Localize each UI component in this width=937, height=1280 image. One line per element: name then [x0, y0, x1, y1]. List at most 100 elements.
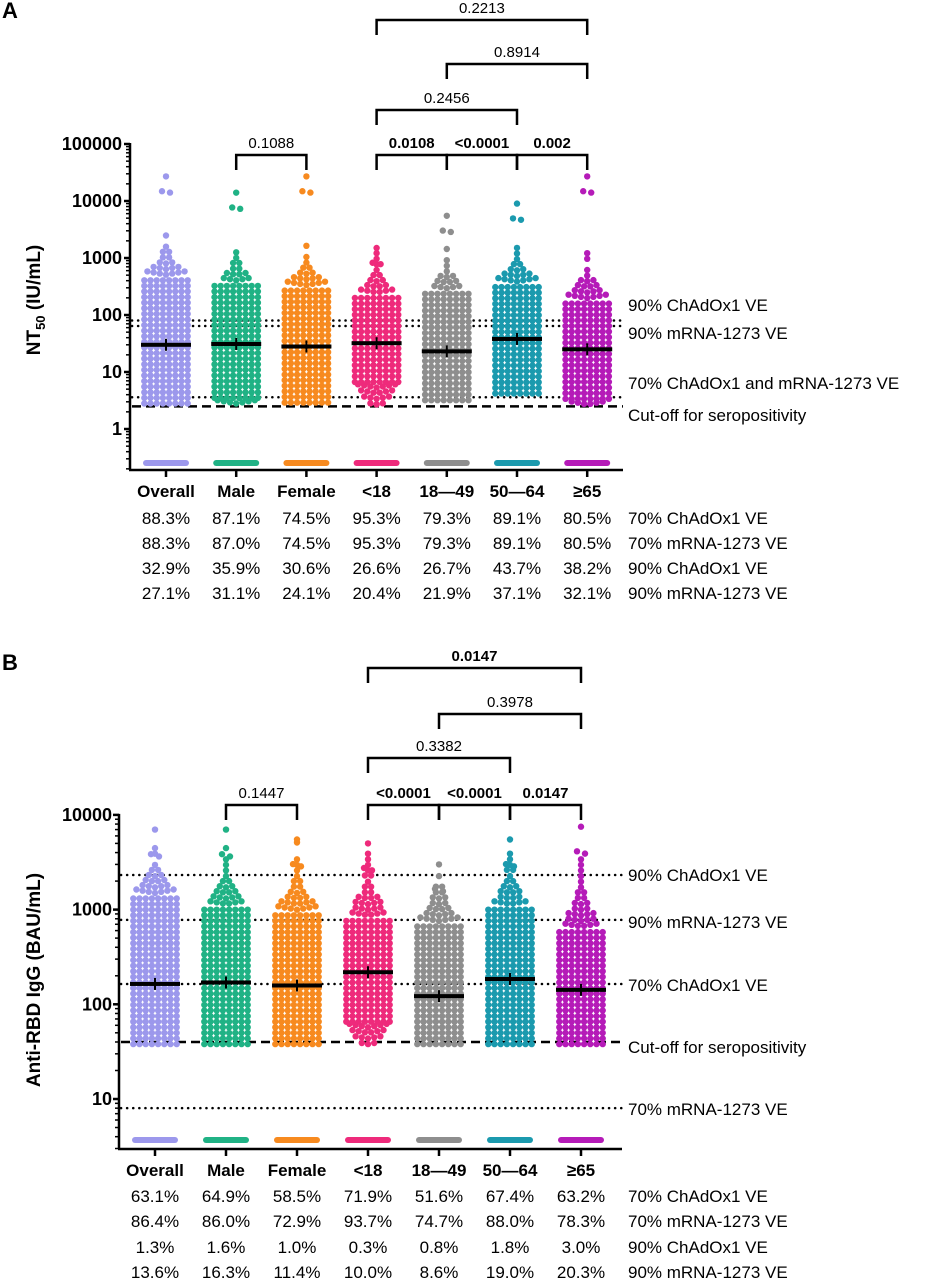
data-point [147, 349, 154, 357]
data-point [382, 388, 390, 395]
data-point [211, 316, 218, 323]
data-point [287, 377, 295, 384]
data-point [248, 366, 255, 374]
data-point [421, 318, 429, 325]
data-point [141, 316, 148, 323]
data-point [130, 1007, 137, 1014]
data-point [577, 917, 585, 925]
data-point [421, 324, 429, 331]
data-point [414, 984, 421, 992]
data-point [207, 956, 214, 964]
data-point [451, 973, 458, 981]
data-point [452, 290, 460, 297]
data-point [457, 1035, 464, 1042]
table-cell: 93.7% [344, 1212, 392, 1231]
data-point [213, 1001, 220, 1009]
data-point [504, 351, 511, 358]
data-point [522, 962, 529, 969]
data-point [217, 310, 224, 318]
data-point [238, 923, 245, 930]
data-point [432, 1018, 440, 1025]
data-point [306, 399, 313, 406]
data-point [225, 928, 233, 936]
data-point [217, 394, 224, 402]
data-point [452, 369, 460, 376]
data-point [167, 1012, 174, 1020]
median-line [492, 336, 542, 341]
data-point [207, 1007, 214, 1014]
data-point [287, 321, 295, 328]
data-point [529, 323, 536, 330]
y-axis-label-main: NT [24, 330, 45, 356]
data-point [287, 309, 295, 317]
data-point [148, 996, 156, 1003]
data-point [242, 383, 249, 390]
data-point [434, 369, 441, 376]
data-point [142, 917, 149, 925]
data-point [556, 968, 563, 975]
data-point [278, 940, 285, 947]
data-point [165, 400, 173, 407]
data-point [605, 334, 613, 341]
data-point [290, 1035, 298, 1042]
data-point [465, 391, 472, 398]
data-point [207, 923, 214, 930]
data-point [574, 367, 582, 374]
data-point [201, 934, 208, 941]
data-point [217, 355, 224, 362]
data-point [577, 823, 585, 830]
category-label: <18 [362, 482, 391, 501]
data-point [151, 861, 159, 869]
y-axis-label: NT50 (IU/mL) [24, 245, 48, 356]
data-point [370, 389, 377, 396]
data-point [225, 990, 233, 997]
data-point [509, 906, 517, 913]
data-point [239, 276, 246, 283]
data-point [577, 912, 585, 919]
data-point [504, 306, 511, 313]
data-point [161, 996, 168, 1003]
data-point [360, 864, 368, 872]
data-point [376, 283, 383, 290]
data-point [229, 321, 237, 329]
reference-line-label: 90% mRNA-1273 VE [628, 913, 788, 932]
data-point [587, 362, 594, 369]
data-point [303, 912, 310, 919]
data-point [580, 283, 588, 290]
data-point [147, 355, 154, 362]
data-point [142, 951, 149, 958]
data-point [136, 934, 143, 941]
data-point [556, 979, 563, 986]
data-point [343, 973, 350, 981]
data-point [161, 956, 168, 964]
data-point [225, 984, 233, 992]
data-point [232, 1018, 239, 1025]
data-point [446, 380, 454, 387]
data-point [580, 889, 588, 896]
data-point [300, 888, 307, 895]
data-point [173, 1001, 180, 1009]
data-point [529, 289, 536, 296]
data-point [159, 389, 167, 396]
data-point [587, 350, 594, 358]
data-point [278, 1018, 285, 1025]
data-point [376, 288, 383, 296]
data-point [434, 374, 441, 381]
data-point [136, 1040, 143, 1048]
median-line [414, 994, 464, 999]
data-point [587, 968, 594, 975]
data-point [293, 287, 301, 294]
data-point [236, 316, 243, 323]
below-detection-bar [132, 1137, 178, 1143]
data-point [438, 934, 446, 941]
data-point [373, 401, 380, 408]
data-point [535, 311, 542, 319]
data-point [290, 279, 298, 286]
data-point [211, 355, 218, 362]
comparison-bracket [508, 803, 583, 820]
data-point [509, 917, 517, 925]
data-point [223, 316, 231, 323]
data-point [355, 1007, 362, 1014]
data-point [219, 951, 227, 958]
data-point [297, 863, 305, 870]
